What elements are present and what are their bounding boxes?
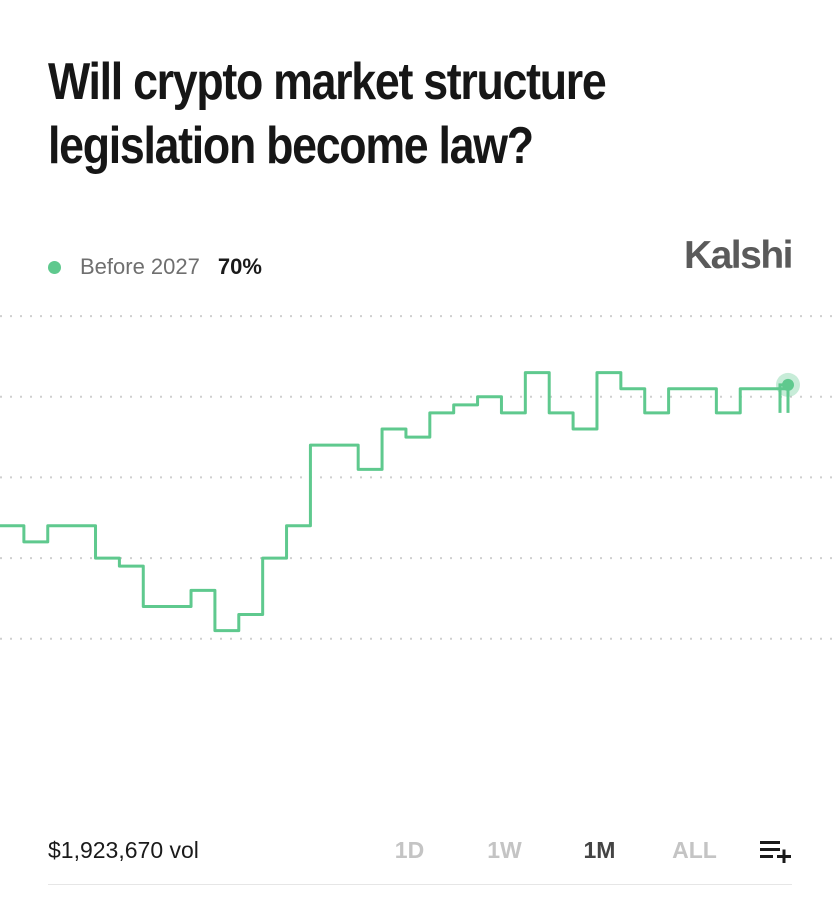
footer-divider — [48, 884, 792, 885]
legend-marker — [48, 260, 61, 274]
legend-series-name: Before 2027 — [80, 254, 200, 279]
chart-legend: Before 2027 70% — [48, 254, 262, 280]
range-1d-button[interactable]: 1D — [394, 836, 425, 863]
kalshi-logo: Kalshi — [683, 234, 794, 277]
price-chart — [0, 315, 840, 640]
series-line — [0, 371, 790, 633]
playlist-add-icon — [760, 841, 791, 863]
range-1m-button[interactable]: 1M — [583, 836, 616, 863]
volume-label: $1,923,670 vol — [48, 836, 199, 863]
range-all-button[interactable]: ALL — [672, 836, 717, 863]
range-1w-button[interactable]: 1W — [487, 836, 522, 863]
market-title: Will crypto market structure legislation… — [48, 53, 607, 175]
time-range-selector: 1D 1W 1M ALL — [362, 835, 792, 865]
chart-footer: $1,923,670 vol 1D 1W 1M ALL — [48, 830, 792, 870]
add-to-list-button[interactable] — [756, 835, 792, 865]
last-point-marker — [782, 378, 794, 391]
legend-series-value: 70% — [217, 254, 262, 279]
